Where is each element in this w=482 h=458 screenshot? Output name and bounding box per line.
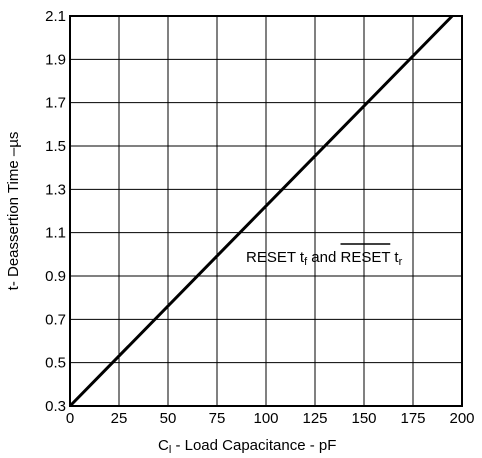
x-axis-label-rest: - Load Capacitance - pF [171,437,336,454]
x-tick-label: 100 [253,410,278,427]
x-tick-label: 25 [111,410,128,427]
annotation-sub-r: r [399,256,403,268]
x-axis-label-main: C [158,437,169,454]
y-tick-label: 1.9 [45,51,66,68]
annotation-part3: t [390,249,399,266]
series-line [68,14,454,408]
y-tick-label: 1.3 [45,181,66,198]
x-axis-label: Cl - Load Capacitance - pF [158,437,336,456]
annotation-part1: RESET t [246,249,305,266]
annotation-part2: and [307,249,340,266]
x-tick-labels: 0 25 50 75 100 125 150 175 200 [66,410,475,427]
x-tick-label: 175 [400,410,425,427]
x-tick-label: 200 [449,410,474,427]
x-tick-label: 125 [302,410,327,427]
y-tick-labels: 0.3 0.5 0.7 0.9 1.1 1.3 1.5 1.7 1.9 2.1 [45,8,66,415]
x-tick-label: 50 [160,410,177,427]
y-tick-label: 0.5 [45,355,66,372]
x-tick-label: 75 [209,410,226,427]
annotation-sub-f: f [304,256,308,268]
y-axis-label: t- Deassertion Time –µs [5,132,22,291]
y-tick-label: 2.1 [45,8,66,25]
y-tick-label: 0.3 [45,398,66,415]
x-tick-label: 150 [351,410,376,427]
reset-annotation: RESET tf and RESET tr [246,249,403,268]
grid [70,16,462,406]
y-tick-label: 0.7 [45,311,66,328]
x-tick-label: 0 [66,410,74,427]
annotation-overlined-reset: RESET [341,249,391,266]
y-tick-label: 1.1 [45,225,66,242]
plot-frame [69,15,463,407]
y-tick-label: 1.7 [45,95,66,112]
series-group [68,14,454,408]
x-axis-label-sub: l [169,444,171,456]
y-tick-label: 0.9 [45,268,66,285]
y-tick-label: 1.5 [45,138,66,155]
